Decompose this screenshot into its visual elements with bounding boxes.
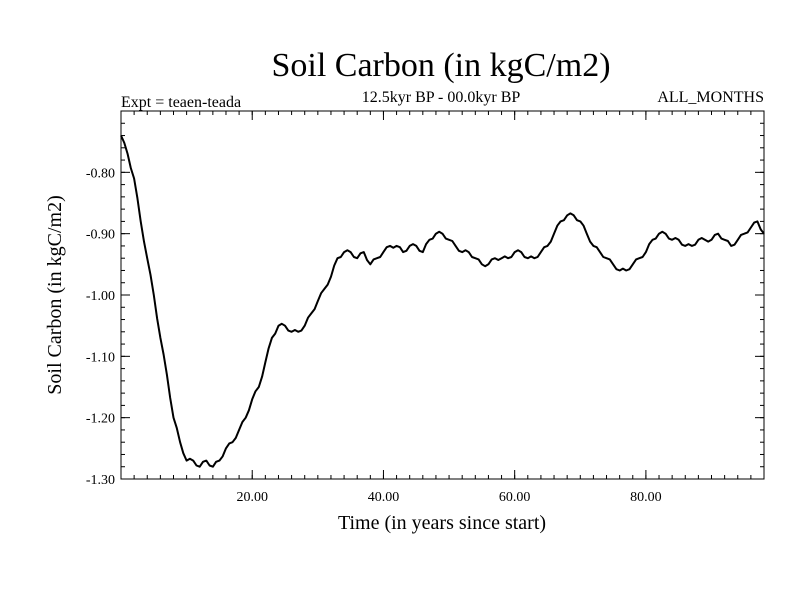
soil-carbon-series-line xyxy=(120,135,765,468)
chart-subtitle: 12.5kyr BP - 00.0kyr BP xyxy=(362,89,521,106)
y-axis-label: Soil Carbon (in kgC/m2) xyxy=(44,195,66,394)
x-axis-ticks xyxy=(133,111,752,479)
y-tick-label: -1.00 xyxy=(86,289,115,304)
x-tick-label: 20.00 xyxy=(236,490,268,505)
y-tick-label: -1.20 xyxy=(86,412,115,427)
months-label: ALL_MONTHS xyxy=(657,89,764,106)
x-tick-label: 60.00 xyxy=(499,490,531,505)
x-axis-label: Time (in years since start) xyxy=(338,512,546,534)
x-tick-label: 80.00 xyxy=(630,490,662,505)
y-tick-label: -0.90 xyxy=(86,228,115,243)
chart-title: Soil Carbon (in kgC/m2) xyxy=(271,47,610,84)
experiment-label: Expt = teaen-teada xyxy=(121,94,241,111)
y-axis-ticks xyxy=(121,122,764,480)
y-tick-label: -0.80 xyxy=(86,166,115,181)
x-axis-tick-labels: 20.00 40.00 60.00 80.00 xyxy=(236,490,661,505)
x-tick-label: 40.00 xyxy=(368,490,400,505)
plot-frame xyxy=(120,110,765,480)
y-tick-label: -1.30 xyxy=(86,473,115,488)
y-tick-label: -1.10 xyxy=(86,350,115,365)
y-axis-tick-labels: -1.30 -1.20 -1.10 -1.00 -0.90 -0.80 xyxy=(86,166,115,488)
